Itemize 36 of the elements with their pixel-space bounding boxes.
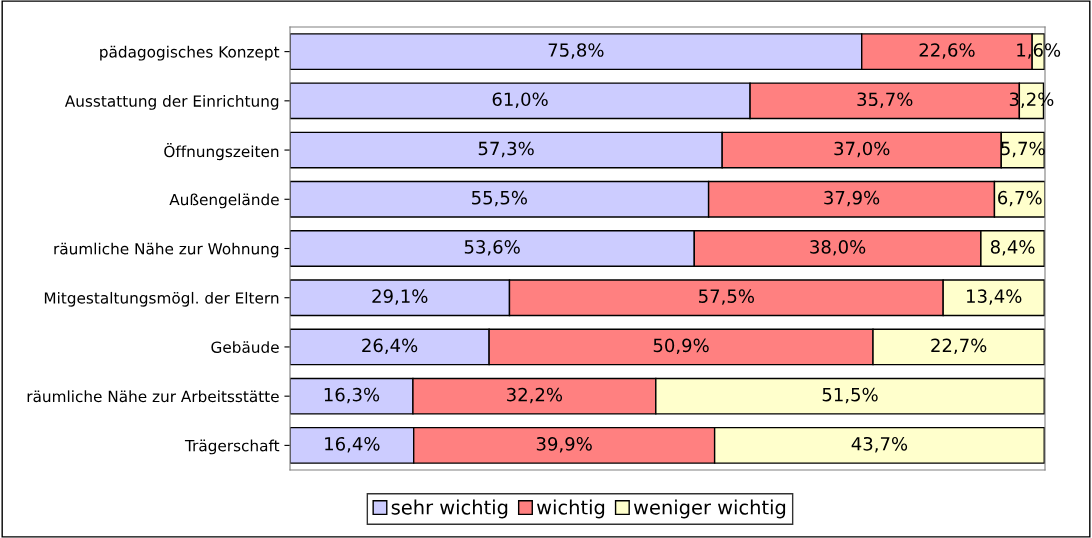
y-tick-label: räumliche Nähe zur Arbeitsstätte <box>27 390 279 403</box>
data-label: 39,9% <box>536 436 592 453</box>
data-label: 51,5% <box>822 387 878 404</box>
y-tick-label: Außengelände <box>169 193 279 209</box>
data-label: 26,4% <box>362 338 418 355</box>
data-label: 37,9% <box>824 190 880 207</box>
y-tick-label: Mitgestaltungsmögl. der Eltern <box>44 291 279 307</box>
data-label: 55,5% <box>472 190 527 207</box>
data-label: 35,7% <box>857 92 913 108</box>
data-label: 13,4% <box>967 289 1022 305</box>
data-label: 37,0% <box>834 141 890 158</box>
data-label: 43,7% <box>851 436 908 453</box>
y-tick-label: Trägerschaft <box>184 439 280 455</box>
data-label: 38,0% <box>810 240 866 256</box>
data-label: 16,3% <box>324 387 380 404</box>
legend-label: weniger wichtig <box>633 499 786 519</box>
data-label: 61,0% <box>492 92 548 108</box>
data-label: 6,7% <box>998 190 1042 207</box>
data-label: 75,8% <box>548 43 604 59</box>
data-label: 50,9% <box>653 338 709 355</box>
y-tick-label: räumliche Nähe zur Wohnung <box>54 242 279 258</box>
legend-label: sehr wichtig <box>391 499 508 519</box>
y-tick-label: Öffnungszeiten <box>164 143 279 161</box>
y-tick-label: pädagogisches Konzept <box>100 45 280 61</box>
data-label: 57,5% <box>699 289 755 305</box>
data-label: 32,2% <box>507 387 563 404</box>
y-tick-label: Gebäude <box>211 341 279 353</box>
y-tick-label: Ausstattung der Einrichtung <box>64 95 279 110</box>
legend-label: wichtig <box>536 499 605 519</box>
data-label: 22,6% <box>919 43 975 59</box>
data-label: 22,7% <box>931 338 987 355</box>
data-label: 57,3% <box>478 141 534 158</box>
data-label: 29,1% <box>372 289 428 305</box>
data-label: 16,4% <box>325 436 380 453</box>
data-label: 8,4% <box>990 240 1035 256</box>
data-label: 53,6% <box>464 240 520 256</box>
